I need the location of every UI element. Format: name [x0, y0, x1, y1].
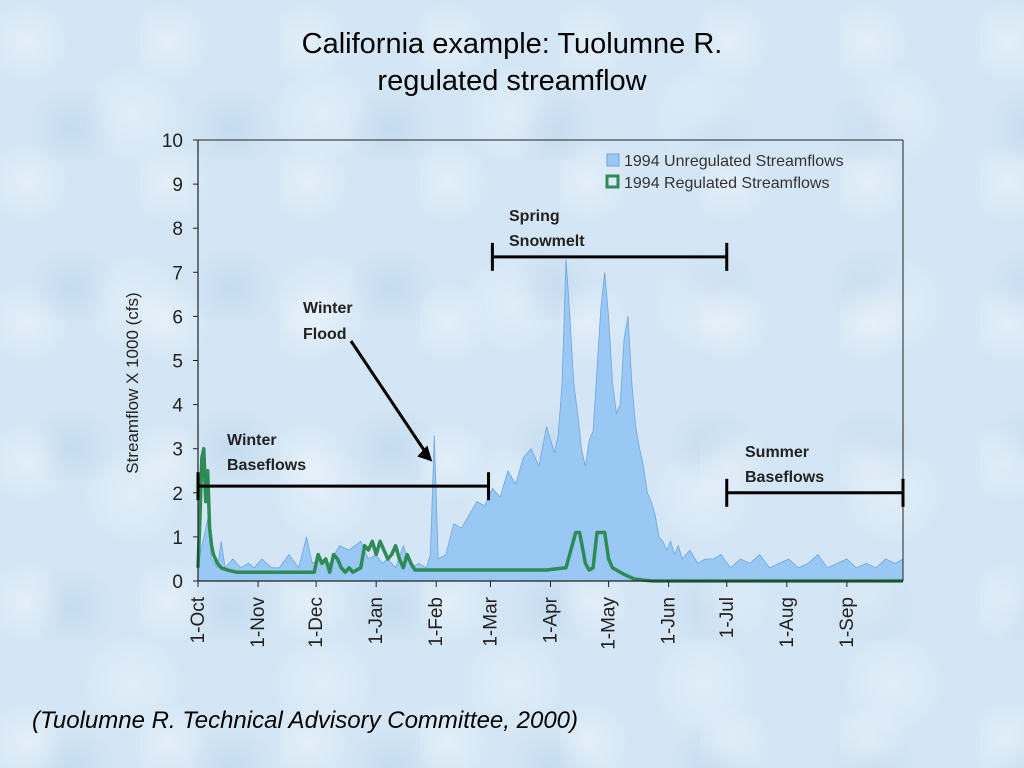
legend-label-regulated: 1994 Regulated Streamflows [624, 175, 829, 192]
annotation-summer-baseflows-line2: Baseflows [745, 469, 824, 486]
source-caption: (Tuolumne R. Technical Advisory Committe… [32, 707, 578, 734]
streamflow-chart: 0 1 2 3 4 5 6 7 8 9 10 1-Oct 1-Nov 1-Dec 1-Jan 1-Feb 1-M… [123, 131, 905, 650]
slide-title-line-2: regulated streamflow [377, 65, 647, 97]
x-tick-label: 1-Jan [366, 597, 387, 645]
y-tick-label: 8 [172, 219, 183, 240]
winter-flood-arrow-shaft [349, 340, 428, 455]
annotation-spring-snowmelt-line2: Snowmelt [509, 233, 585, 250]
y-tick-label: 5 [172, 352, 183, 373]
x-tick-label: 1-Mar [480, 596, 501, 646]
annotation-summer-baseflows-line1: Summer [745, 444, 809, 461]
y-tick-label: 3 [172, 440, 183, 461]
slide-title: California example: Tuolumne R. regulate… [0, 26, 1024, 100]
y-tick-label: 7 [172, 263, 183, 284]
x-tick-label: 1-Nov [248, 597, 269, 648]
annotation-winter-baseflows-line1: Winter [227, 432, 277, 449]
annotation-winter-baseflows-line2: Baseflows [227, 457, 306, 474]
y-tick-label: 2 [172, 484, 183, 505]
y-tick-label: 0 [172, 572, 183, 593]
y-axis-title: Streamflow X 1000 (cfs) [123, 292, 142, 473]
x-tick-label: 1-Jun [659, 597, 680, 645]
annotation-winter-flood-line1: Winter [303, 300, 353, 317]
x-tick-label: 1-Sep [837, 597, 858, 648]
y-tick-label: 4 [172, 396, 183, 417]
y-tick-label: 1 [172, 528, 183, 549]
series-regulated-line [196, 446, 903, 583]
annotation-spring-snowmelt-line1: Spring [509, 208, 560, 225]
legend-swatch-regulated [605, 174, 620, 189]
y-tick-label: 6 [172, 307, 183, 328]
x-tick-label: 1-Feb [426, 597, 447, 647]
x-tick-label: 1-Apr [541, 596, 562, 643]
y-tick-label: 9 [172, 175, 183, 196]
legend-label-unregulated: 1994 Unregulated Streamflows [624, 153, 844, 170]
x-tick-label: 1-Dec [306, 597, 327, 648]
x-tick-label: 1-Jul [717, 597, 738, 638]
slide-title-line-1: California example: Tuolumne R. [301, 28, 723, 60]
x-tick-label: 1-Aug [777, 597, 798, 648]
winter-flood-arrow-head [417, 445, 433, 462]
y-tick-label: 10 [162, 131, 183, 152]
x-tick-label: 1-May [599, 597, 620, 650]
x-tick-label: 1-Oct [188, 596, 209, 643]
legend-swatch-unregulated [606, 153, 620, 167]
annotation-winter-flood-line2: Flood [303, 326, 347, 343]
